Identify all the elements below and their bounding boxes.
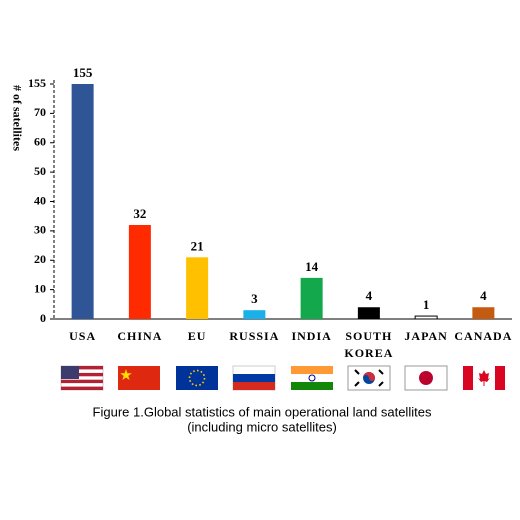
data-label: 4 — [480, 288, 487, 303]
x-tick-label: CHINA — [117, 329, 162, 343]
bar — [243, 310, 266, 319]
y-tick-label: 40 — [34, 193, 46, 207]
data-label: 32 — [133, 206, 146, 221]
data-label: 4 — [366, 288, 373, 303]
x-tick-label: EU — [188, 329, 207, 343]
caption: (including micro satellites) — [187, 419, 337, 434]
flag-south-korea — [347, 365, 391, 391]
bar — [414, 315, 438, 320]
y-tick-label: 20 — [34, 252, 46, 266]
flag-japan — [404, 365, 448, 391]
x-tick-label: JAPAN — [404, 329, 447, 343]
data-label: 155 — [73, 65, 93, 80]
bar — [128, 225, 151, 319]
bar — [71, 84, 94, 319]
x-tick-label: RUSSIA — [229, 329, 279, 343]
y-tick-label: 30 — [34, 223, 46, 237]
flag-eu — [176, 366, 218, 390]
caption: Figure 1.Global statistics of main opera… — [93, 404, 432, 419]
flag-china — [118, 366, 160, 390]
data-label: 1 — [423, 297, 430, 312]
x-tick-label: USA — [69, 329, 96, 343]
y-tick-label: 60 — [34, 135, 46, 149]
y-tick-label: 155 — [28, 76, 46, 90]
bar — [472, 307, 495, 319]
y-tick-label: 50 — [34, 164, 46, 178]
flag-russia — [232, 365, 276, 391]
data-label: 14 — [305, 259, 319, 274]
data-label: 3 — [251, 291, 258, 306]
data-label: 21 — [191, 238, 204, 253]
flags — [60, 365, 505, 391]
y-axis-label: # of satellites — [10, 85, 24, 151]
y-tick-label: 10 — [34, 281, 46, 295]
bar — [300, 277, 323, 319]
bar — [186, 257, 209, 319]
flag-india — [291, 366, 333, 390]
x-tick-label: CANADA — [454, 329, 512, 343]
x-tick-label: INDIA — [291, 329, 331, 343]
y-tick-label: 70 — [34, 105, 46, 119]
flag-usa — [60, 365, 104, 391]
bar — [357, 307, 380, 319]
flag-canada — [463, 366, 505, 390]
y-tick-label: 0 — [40, 311, 46, 325]
x-tick-label: SOUTH KOREA — [344, 329, 393, 360]
